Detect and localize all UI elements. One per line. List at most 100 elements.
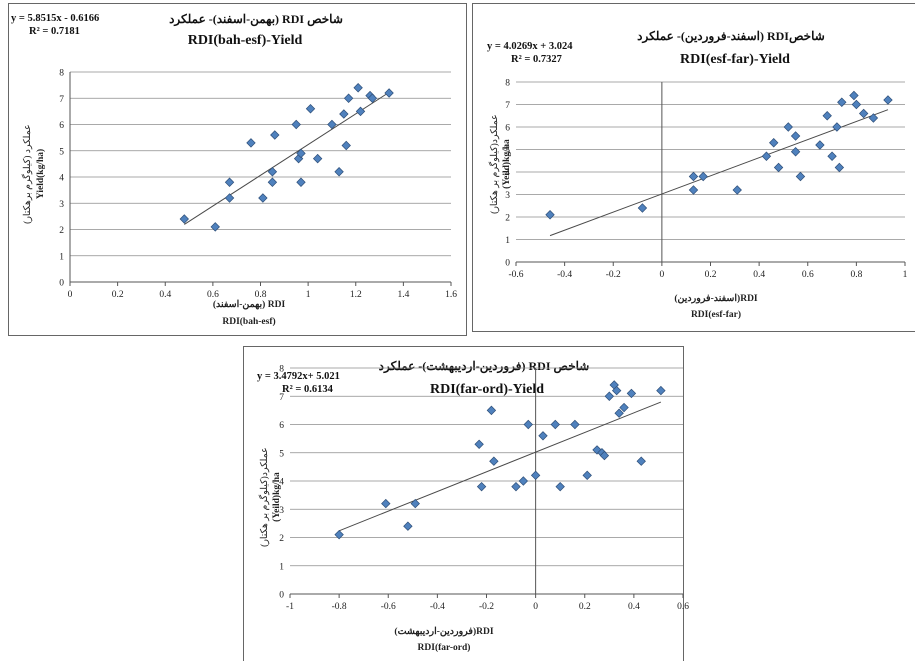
plot-group: 0 1 2 3 4 5 6 7 8 -0.6 -0.4 -0.2 0 0.2 0.4 0.6 0.8 1: [505, 79, 907, 281]
x-tick-label: 0.2: [705, 270, 717, 280]
trendline: [549, 109, 889, 237]
data-point: [883, 95, 893, 105]
x-tick-label: 0.2: [579, 602, 591, 612]
trendline-equation: y = 3.4792x+ 5.021: [257, 371, 340, 382]
data-point: [636, 456, 646, 466]
x-tick-label: 0.2: [112, 290, 124, 300]
data-point: [267, 177, 278, 187]
y-tick-label: 4: [505, 169, 510, 179]
x-tick-label: 1.6: [445, 290, 457, 300]
plot-group: 0 1 2 3 4 5 6 7 8 -1 -0.8 -0.6 -0.4 -0.2 0 0.2 0.4 0.6: [279, 365, 689, 613]
data-point: [474, 439, 484, 449]
data-point: [858, 108, 869, 119]
y-tick-label: 6: [279, 421, 284, 431]
x-tick-label: 0: [533, 602, 538, 612]
data-point: [291, 119, 301, 130]
trendline: [338, 401, 662, 532]
data-point: [849, 90, 859, 101]
data-point: [822, 111, 832, 121]
data-point: [732, 185, 742, 195]
data-point: [773, 162, 784, 173]
data-point: [339, 109, 349, 119]
x-tick-label: 0.6: [802, 270, 814, 280]
chart-svg-far-ord: y = 3.4792x+ 5.021 R² = 0.6134 شاخص RDI …: [257, 359, 689, 653]
y-tick-label: 6: [59, 121, 64, 131]
chart-panel-bah-esf: y = 5.8515x - 0.6166 R² = 0.7181 شاخص RD…: [8, 3, 467, 336]
data-point: [355, 106, 366, 117]
r-squared: R² = 0.7181: [29, 26, 80, 37]
data-point: [334, 529, 344, 540]
y-tick-label: 5: [505, 146, 510, 156]
data-point: [246, 138, 256, 148]
chart-title-fa: شاخص RDI (بهمن-اسفند)- عملکرد: [169, 12, 343, 27]
chart-title-fa: شاخص RDI (فروردین-اردیبهشت)- عملکرد: [379, 359, 590, 374]
y-tick-label: 7: [59, 95, 64, 105]
x-axis-label-secondary: RDI(bah-esf): [222, 316, 275, 327]
data-point: [267, 167, 278, 177]
x-tick-label: -1: [286, 602, 294, 612]
data-point: [381, 498, 391, 509]
x-axis-label: RDI(فروردین-اردیبهشت): [394, 626, 493, 637]
data-point: [790, 131, 801, 141]
y-tick-label: 5: [279, 449, 284, 459]
y-axis-label-fa: عملکرد(کیلوگرم بر هکتار): [488, 114, 500, 214]
data-point: [334, 167, 344, 177]
x-axis-label-secondary: RDI(esf-far): [691, 309, 741, 320]
data-point: [486, 405, 497, 416]
y-tick-label: 4: [59, 174, 64, 184]
x-tick-label: 0.4: [753, 270, 765, 280]
data-point: [619, 402, 629, 413]
y-tick-label: 1: [279, 562, 284, 572]
data-point: [851, 99, 862, 110]
y-tick-label: 2: [279, 534, 284, 544]
y-tick-label: 8: [59, 69, 64, 79]
data-point: [353, 83, 363, 93]
data-point: [410, 498, 420, 509]
y-axis-label-fa: عملکرد (کیلوگرم برهکتار): [21, 124, 33, 224]
x-tick-label: 1.4: [397, 290, 409, 300]
data-point: [837, 97, 847, 107]
chart-svg-esf-far: y = 4.0269x + 3.024 R² = 0.7327 شاخصRDI …: [487, 29, 908, 320]
data-point: [599, 450, 610, 461]
data-point: [179, 214, 189, 224]
data-point: [270, 130, 280, 140]
y-axis-label: (Yeild)kg/ha: [271, 472, 282, 522]
data-point: [783, 122, 793, 132]
data-point: [224, 177, 235, 187]
x-tick-label: 0: [660, 270, 665, 280]
data-point: [258, 193, 268, 203]
y-axis-label-fa: عملکرد(کیلوگرم بر هکتار): [258, 447, 270, 547]
y-tick-label: 5: [59, 147, 64, 157]
data-point: [538, 431, 548, 441]
data-point: [614, 408, 624, 418]
chart-title: RDI(esf-far)-Yield: [680, 52, 790, 67]
x-tick-label: 0.4: [628, 602, 640, 612]
y-tick-label: 1: [505, 236, 510, 246]
x-tick-label: -0.2: [479, 602, 494, 612]
data-point: [698, 171, 708, 182]
data-point: [327, 119, 337, 130]
y-axis-label: (Yeild)kg/ha: [501, 139, 512, 189]
y-tick-label: 1: [59, 252, 64, 262]
data-point: [827, 151, 837, 161]
y-tick-label: 3: [505, 191, 510, 201]
data-point: [341, 140, 351, 151]
data-point: [868, 113, 879, 123]
data-point: [367, 93, 378, 103]
x-tick-label: 1.2: [350, 290, 362, 300]
x-tick-label: -0.4: [430, 602, 445, 612]
y-tick-label: 3: [59, 200, 64, 210]
chart-panel-far-ord: y = 3.4792x+ 5.021 R² = 0.6134 شاخص RDI …: [243, 346, 689, 661]
data-point: [343, 93, 354, 103]
data-point: [688, 185, 699, 195]
r-squared: R² = 0.7327: [511, 54, 562, 65]
trendline-equation: y = 4.0269x + 3.024: [487, 41, 573, 52]
y-tick-label: 8: [279, 365, 284, 375]
data-point: [476, 481, 487, 492]
data-point: [790, 147, 801, 157]
data-point: [626, 388, 637, 399]
x-tick-label: -0.2: [606, 270, 621, 280]
data-point: [769, 138, 779, 148]
chart-title-fa: شاخصRDI (اسفند-فروردین)- عملکرد: [637, 29, 825, 44]
data-point: [523, 419, 533, 430]
